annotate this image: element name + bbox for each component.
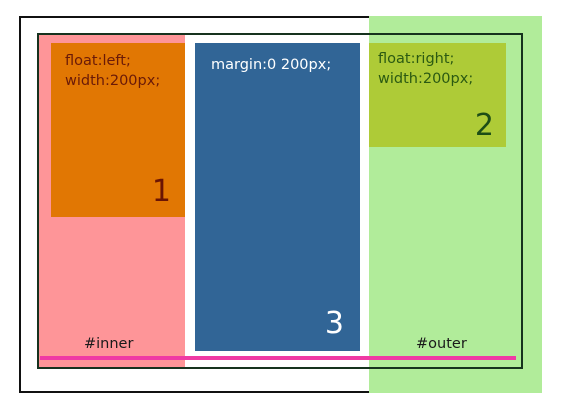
baseline-line xyxy=(40,356,516,360)
float-left-text: float:left; width:200px; xyxy=(65,51,160,91)
float-right-line-2: width:200px; xyxy=(378,71,474,87)
center-text: margin:0 200px; xyxy=(211,55,331,75)
float-right-box: float:right; width:200px; 2 xyxy=(369,43,506,147)
outer-label: #outer xyxy=(416,336,467,352)
float-left-number: 1 xyxy=(151,174,171,209)
float-left-line-1: float:left; xyxy=(65,53,131,69)
inner-frame xyxy=(37,33,523,369)
float-right-line-1: float:right; xyxy=(378,51,455,67)
center-box: margin:0 200px; 3 xyxy=(195,43,360,351)
inner-label: #inner xyxy=(84,336,134,352)
center-line-1: margin:0 200px; xyxy=(211,57,332,73)
float-left-box: float:left; width:200px; 1 xyxy=(51,43,185,217)
float-right-number: 2 xyxy=(474,108,494,143)
float-right-text: float:right; width:200px; xyxy=(378,49,473,89)
float-left-line-2: width:200px; xyxy=(65,73,161,89)
center-number: 3 xyxy=(324,306,344,341)
